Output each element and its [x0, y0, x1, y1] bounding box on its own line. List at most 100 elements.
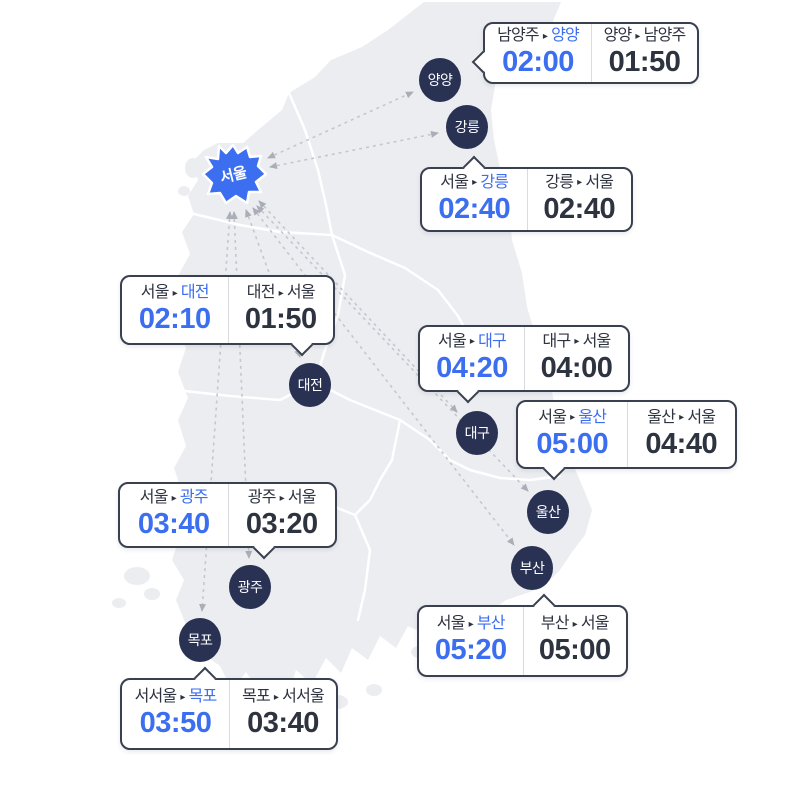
destination-label: 서울: [580, 615, 610, 633]
outbound-cell: 서울 ▸ 울산 05:00: [518, 402, 627, 467]
destination-label: 대구: [478, 332, 507, 350]
city-marker-gwangju[interactable]: 광주: [229, 565, 271, 609]
route-arrow-icon: ▸: [171, 492, 177, 504]
travel-time-value: 02:00: [502, 46, 574, 79]
city-marker-ulsan[interactable]: 울산: [527, 490, 569, 534]
destination-label: 부산: [476, 615, 506, 633]
travel-time-value: 03:40: [247, 707, 319, 740]
route-arrow-icon: ▸: [273, 691, 279, 703]
origin-label: 서울: [140, 284, 170, 302]
route-line-yangyang: [267, 91, 414, 159]
destination-label: 양양: [551, 27, 580, 45]
origin-label: 목포: [242, 688, 271, 706]
return-cell: 강릉 ▸ 서울 02:40: [526, 169, 632, 230]
travel-time-value: 02:10: [138, 303, 211, 336]
city-marker-gangneung[interactable]: 강릉: [446, 105, 488, 149]
origin-label: 부산: [540, 615, 570, 633]
destination-label: 서울: [582, 332, 612, 350]
route-arrow-icon: ▸: [577, 177, 582, 189]
origin-label: 강릉: [545, 173, 574, 191]
city-marker-label: 광주: [237, 579, 263, 595]
destination-label: 광주: [179, 489, 209, 507]
travel-time-value: 05:00: [536, 427, 609, 460]
travel-time-value: 05:20: [434, 634, 507, 667]
origin-label: 서울: [438, 332, 467, 350]
outbound-cell: 서울 ▸ 대구 04:20: [420, 327, 524, 390]
route-arrow-icon: ▸: [278, 287, 284, 299]
city-marker-label: 양양: [427, 72, 453, 88]
travel-time-value: 05:00: [538, 634, 611, 667]
route-arrow-icon: ▸: [542, 30, 548, 42]
travel-time-card-busan: 서울 ▸ 부산 05:20 부산 ▸ 서울 05:00: [417, 593, 628, 677]
destination-label: 목포: [188, 688, 218, 706]
seoul-label: 서울: [218, 164, 249, 187]
origin-label: 서울: [440, 173, 469, 191]
origin-label: 울산: [647, 408, 676, 426]
destination-label: 남양주: [643, 27, 687, 45]
route-arrow-icon: ▸: [469, 336, 475, 348]
travel-time-card-yangyang: 남양주 ▸ 양양 02:00 양양 ▸ 남양주 01:50: [471, 22, 699, 84]
outbound-cell: 남양주 ▸ 양양 02:00: [485, 24, 591, 82]
travel-time-value: 02:40: [543, 192, 616, 225]
route-arrow-icon: ▸: [172, 287, 178, 299]
route-arrow-icon: ▸: [570, 412, 575, 424]
route-arrow-icon: ▸: [572, 618, 578, 630]
destination-label: 서울: [287, 489, 317, 507]
travel-time-card-daejeon: 서울 ▸ 대전 02:10 대전 ▸ 서울 01:50: [120, 275, 335, 357]
origin-label: 서울: [139, 489, 169, 507]
city-marker-daejeon[interactable]: 대전: [289, 363, 331, 407]
travel-time-card-gwangju: 서울 ▸ 광주 03:40 광주 ▸ 서울 03:20: [118, 482, 337, 560]
city-marker-label: 목포: [187, 632, 213, 648]
return-cell: 대구 ▸ 서울 04:00: [524, 327, 628, 390]
outbound-cell: 서울 ▸ 광주 03:40: [120, 484, 228, 546]
destination-label: 서서울: [282, 688, 325, 706]
travel-time-value: 03:40: [137, 508, 210, 541]
seoul-boundary-shape: [201, 143, 268, 205]
return-cell: 목포 ▸ 서서울 03:40: [229, 680, 336, 748]
seoul-region[interactable]: 서울: [201, 143, 268, 205]
destination-label: 서울: [585, 173, 614, 191]
travel-time-value: 04:20: [436, 351, 508, 384]
destination-label: 서울: [687, 408, 716, 426]
origin-label: 대전: [246, 284, 276, 302]
origin-label: 서서울: [134, 688, 178, 706]
travel-time-card-daegu: 서울 ▸ 대구 04:20 대구 ▸ 서울 04:00: [418, 325, 630, 404]
city-marker-mokpo[interactable]: 목포: [179, 618, 221, 662]
return-cell: 광주 ▸ 서울 03:20: [227, 484, 336, 546]
route-line-gangneung: [269, 130, 439, 170]
city-marker-daegu[interactable]: 대구: [456, 411, 498, 455]
destination-label: 대전: [180, 284, 210, 302]
destination-label: 강릉: [480, 173, 509, 191]
destination-label: 서울: [286, 284, 316, 302]
travel-time-card-mokpo: 서서울 ▸ 목포 03:50 목포 ▸ 서서울 03:40: [120, 666, 338, 750]
city-marker-label: 부산: [519, 560, 545, 576]
return-cell: 울산 ▸ 서울 04:40: [626, 402, 736, 467]
city-marker-label: 대전: [297, 377, 323, 393]
route-arrow-icon: ▸: [180, 691, 185, 703]
route-arrow-icon: ▸: [279, 492, 285, 504]
travel-time-value: 04:40: [645, 427, 718, 460]
route-arrow-icon: ▸: [679, 412, 684, 424]
outbound-cell: 서서울 ▸ 목포 03:50: [122, 680, 229, 748]
outbound-cell: 서울 ▸ 강릉 02:40: [422, 169, 527, 230]
origin-label: 대구: [542, 332, 572, 350]
city-marker-yangyang[interactable]: 양양: [419, 58, 461, 102]
return-cell: 양양 ▸ 남양주 01:50: [591, 24, 697, 82]
travel-time-value: 03:20: [245, 508, 318, 541]
city-marker-label: 울산: [535, 504, 561, 520]
travel-time-value: 03:50: [139, 707, 212, 740]
travel-time-value: 01:50: [244, 303, 317, 336]
travel-time-value: 01:50: [608, 46, 681, 79]
travel-time-value: 02:40: [438, 192, 511, 225]
city-marker-busan[interactable]: 부산: [511, 546, 553, 590]
city-marker-label: 강릉: [454, 119, 480, 135]
travel-time-card-ulsan: 서울 ▸ 울산 05:00 울산 ▸ 서울 04:40: [516, 400, 737, 481]
origin-label: 남양주: [497, 27, 540, 45]
origin-label: 광주: [247, 489, 277, 507]
outbound-cell: 서울 ▸ 부산 05:20: [419, 607, 523, 675]
return-cell: 대전 ▸ 서울 01:50: [227, 277, 334, 343]
origin-label: 서울: [436, 615, 466, 633]
route-line-busan: [252, 207, 515, 546]
route-arrow-icon: ▸: [472, 177, 477, 189]
